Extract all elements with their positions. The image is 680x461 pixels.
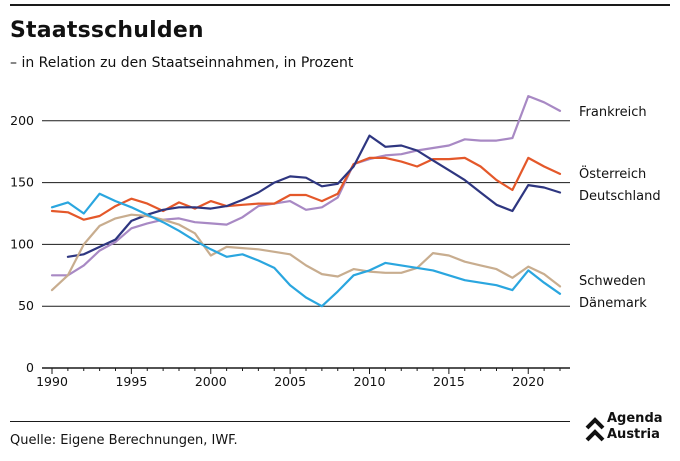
- series-label-1: Österreich: [579, 165, 646, 182]
- bottom-rule: [10, 421, 570, 422]
- x-tick-label-1990: 1990: [36, 374, 68, 389]
- series-label-0: Frankreich: [579, 105, 647, 120]
- y-tick-label-150: 150: [10, 175, 34, 190]
- series-line-3: [50, 213, 562, 292]
- y-tick-label-200: 200: [10, 113, 34, 128]
- x-tick-label-2005: 2005: [274, 374, 306, 389]
- x-tick-label-2010: 2010: [354, 374, 386, 389]
- source-note: Quelle: Eigene Berechnungen, IWF.: [10, 433, 238, 448]
- x-tick-label-1995: 1995: [115, 374, 147, 389]
- logo-chevron-icon: [585, 417, 605, 442]
- x-tick-label-2015: 2015: [433, 374, 465, 389]
- logo-line-1: Agenda: [607, 411, 663, 426]
- series-label-4: Dänemark: [579, 296, 647, 311]
- x-tick-label-2020: 2020: [512, 374, 544, 389]
- series-line-0: [50, 94, 562, 277]
- chart-subtitle: – in Relation zu den Staatseinnahmen, in…: [10, 55, 354, 71]
- y-tick-label-0: 0: [26, 360, 34, 375]
- y-tick-label-100: 100: [10, 236, 34, 251]
- logo-line-2: Austria: [607, 427, 660, 442]
- chart-title: Staatsschulden: [10, 18, 204, 43]
- series-line-1: [50, 156, 562, 221]
- x-tick-label-2000: 2000: [195, 374, 227, 389]
- top-rule: [10, 4, 670, 6]
- series-line-4: [50, 192, 562, 308]
- y-tick-label-50: 50: [18, 298, 34, 313]
- series-label-2: Deutschland: [579, 189, 661, 204]
- series-line-2: [66, 134, 562, 258]
- agenda-austria-logo: Agenda Austria: [585, 411, 675, 451]
- series-label-3: Schweden: [579, 274, 646, 289]
